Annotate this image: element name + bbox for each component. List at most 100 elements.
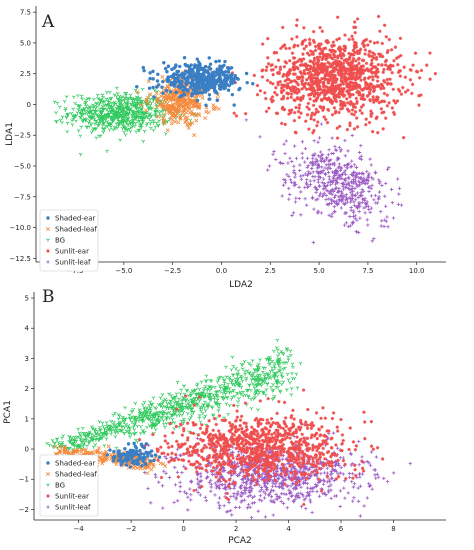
panel-a-point bbox=[295, 18, 299, 22]
panel-a-point bbox=[359, 97, 363, 101]
panel-a-y-tick-label: 5.0 bbox=[20, 39, 31, 47]
panel-a-point bbox=[289, 110, 293, 115]
panel-a-point bbox=[136, 119, 141, 124]
panel-a-point bbox=[96, 121, 101, 126]
panel-a-point bbox=[316, 140, 320, 144]
panel-a-point bbox=[190, 93, 194, 98]
panel-a-point bbox=[320, 70, 325, 74]
panel-a-point bbox=[281, 88, 286, 92]
panel-a-point bbox=[313, 152, 317, 156]
panel-a-point bbox=[353, 186, 357, 191]
panel-a-point bbox=[86, 114, 91, 118]
panel-a-point bbox=[369, 163, 373, 167]
panel-a-point bbox=[278, 65, 283, 69]
panel-a-point bbox=[345, 85, 349, 89]
panel-a-point bbox=[152, 95, 156, 99]
panel-a-point bbox=[303, 72, 307, 76]
panel-a-point bbox=[375, 40, 380, 45]
panel-a-point bbox=[208, 62, 213, 66]
panel-a-point bbox=[281, 107, 286, 111]
panel-a-point bbox=[371, 177, 375, 181]
panel-a-point bbox=[357, 150, 362, 155]
panel-b-point bbox=[83, 435, 88, 439]
panel-b-point bbox=[333, 494, 337, 498]
panel-b-point bbox=[175, 499, 180, 503]
panel-a-point bbox=[344, 221, 349, 225]
panel-b-point bbox=[226, 412, 231, 417]
panel-a-point bbox=[348, 67, 353, 72]
panel-a-point bbox=[348, 224, 353, 228]
panel-a-point bbox=[363, 211, 367, 215]
panel-b-point bbox=[259, 383, 264, 388]
panel-a-point bbox=[342, 164, 347, 168]
panel-b-point bbox=[167, 410, 172, 415]
panel-a-point bbox=[283, 180, 288, 185]
panel-a-point bbox=[321, 177, 326, 181]
panel-a-point bbox=[328, 180, 333, 184]
panel-a-point bbox=[312, 29, 316, 34]
panel-b-point bbox=[275, 411, 279, 416]
panel-a-point bbox=[157, 99, 162, 104]
panel-b-point bbox=[215, 380, 220, 384]
panel-a-point bbox=[312, 62, 316, 67]
panel-a-point bbox=[295, 96, 300, 100]
panel-a-point bbox=[367, 53, 371, 57]
panel-a-point bbox=[233, 73, 237, 78]
panel-b-point bbox=[236, 369, 240, 373]
panel-a-point bbox=[92, 117, 97, 121]
panel-b-point bbox=[116, 428, 120, 432]
panel-b-point bbox=[232, 394, 237, 399]
panel-a-point bbox=[313, 44, 318, 49]
panel-a-point bbox=[337, 157, 341, 161]
panel-b-point bbox=[331, 431, 336, 435]
panel-a-point bbox=[335, 95, 339, 99]
panel-b-point bbox=[186, 394, 191, 398]
panel-b-point bbox=[225, 386, 230, 391]
panel-a-point bbox=[165, 98, 170, 103]
panel-b-point bbox=[270, 484, 275, 488]
panel-a-point bbox=[293, 85, 297, 89]
panel-a-point bbox=[222, 63, 226, 68]
panel-b-points bbox=[45, 338, 412, 520]
panel-a-point bbox=[87, 97, 92, 101]
panel-a-point bbox=[322, 181, 327, 186]
panel-a-point bbox=[287, 112, 291, 116]
panel-b-point bbox=[276, 354, 280, 358]
panel-a-point bbox=[336, 56, 340, 60]
panel-b-point bbox=[163, 434, 167, 438]
panel-a-point bbox=[321, 82, 326, 87]
panel-a-point bbox=[195, 90, 199, 95]
panel-a-point bbox=[267, 164, 272, 168]
panel-a-point bbox=[276, 58, 281, 62]
panel-a-point bbox=[353, 216, 357, 221]
panel-a-point bbox=[328, 48, 332, 52]
panel-a-point bbox=[207, 65, 211, 69]
panel-a-point bbox=[387, 37, 391, 42]
panel-b-point bbox=[276, 385, 281, 390]
panel-a-point bbox=[311, 60, 315, 65]
panel-a-point bbox=[330, 113, 335, 117]
panel-a-point bbox=[347, 55, 352, 59]
panel-a-point bbox=[305, 51, 310, 55]
panel-a-point bbox=[379, 224, 383, 228]
panel-b-point bbox=[160, 405, 165, 410]
panel-b-point bbox=[145, 425, 149, 430]
panel-a-point bbox=[62, 99, 67, 104]
panel-b-point bbox=[201, 403, 206, 407]
panel-a-point bbox=[335, 136, 340, 140]
panel-a-point bbox=[350, 133, 354, 138]
panel-b-point bbox=[197, 416, 202, 420]
panel-a-point bbox=[330, 68, 335, 73]
panel-a-point bbox=[189, 69, 194, 73]
panel-b-point bbox=[256, 408, 260, 412]
panel-b-point bbox=[289, 393, 294, 397]
panel-a-point bbox=[333, 168, 338, 173]
panel-a-point bbox=[353, 105, 357, 110]
panel-a-point bbox=[335, 126, 339, 130]
panel-b-point bbox=[214, 390, 219, 394]
panel-a-point bbox=[195, 67, 200, 72]
panel-b-point bbox=[266, 397, 270, 401]
panel-a-point bbox=[344, 68, 348, 73]
panel-a-point bbox=[325, 68, 329, 72]
